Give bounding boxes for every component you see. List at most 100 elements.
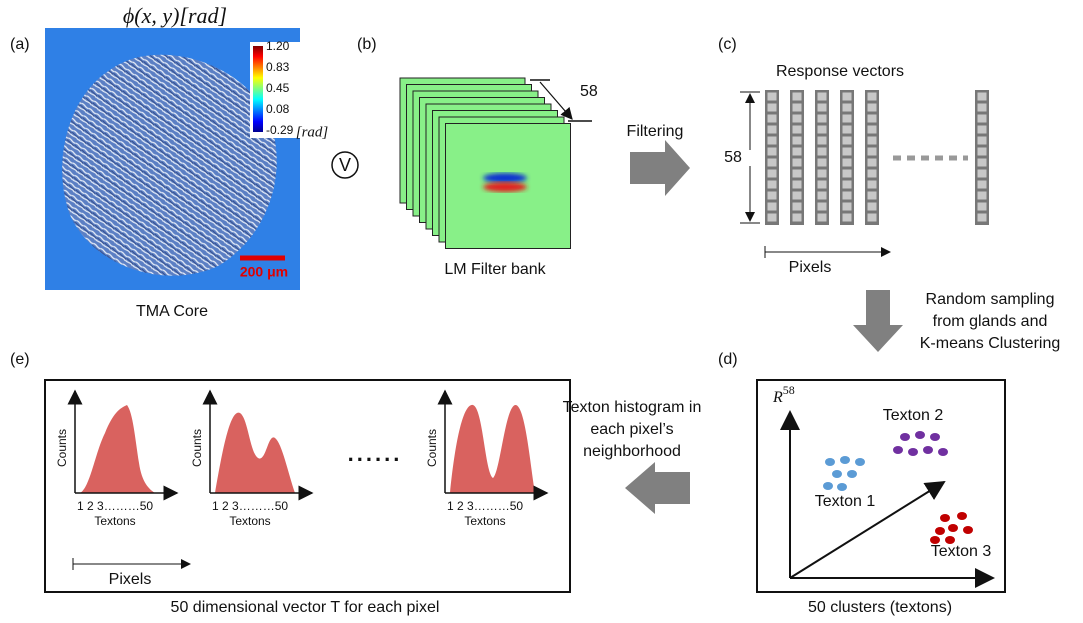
- vector-cell: [868, 170, 877, 178]
- x-ticks: 1 2 3………50: [212, 499, 288, 513]
- vector-cell: [978, 93, 987, 101]
- vector-cell: [768, 126, 777, 134]
- cluster-point: [963, 526, 973, 534]
- vector-cell: [868, 126, 877, 134]
- vector-cell: [793, 137, 802, 145]
- colorbar-tick: 0.08: [266, 102, 290, 116]
- vector-cell: [868, 93, 877, 101]
- step-label: K-means Clustering: [920, 335, 1061, 352]
- colorbar-tick: 0.45: [266, 81, 290, 95]
- x-ticks: 1 2 3………50: [447, 499, 523, 513]
- cluster-point: [855, 458, 865, 466]
- vector-cell: [868, 104, 877, 112]
- vector-cell: [818, 137, 827, 145]
- tissue-core: [62, 55, 277, 276]
- vector-cell: [768, 203, 777, 211]
- depth-label: 58: [580, 83, 598, 100]
- figure: (a) ϕ(x, y)[rad] 1.200.830.450.08-0.29 […: [0, 0, 1083, 623]
- filter-lobe: [483, 173, 527, 183]
- operator: V: [339, 155, 351, 175]
- vector-cell: [818, 115, 827, 123]
- x-label: Textons: [229, 514, 270, 528]
- vector-cell: [868, 137, 877, 145]
- vector-cell: [978, 137, 987, 145]
- cluster-point: [840, 456, 850, 464]
- caption: TMA Core: [136, 303, 208, 320]
- vector-cell: [843, 159, 852, 167]
- y-label: Counts: [425, 429, 439, 467]
- cluster-label: Texton 3: [931, 543, 992, 560]
- step-label: Filtering: [627, 123, 684, 140]
- vector-cell: [978, 203, 987, 211]
- vector-cell: [843, 93, 852, 101]
- vector-cell: [868, 214, 877, 222]
- step-label: Random sampling: [926, 291, 1055, 308]
- vector-cell: [978, 192, 987, 200]
- vector-cell: [868, 148, 877, 156]
- panel-label: (d): [718, 351, 738, 368]
- x-ticks: 1 2 3………50: [77, 499, 153, 513]
- scale-label: 200 μm: [240, 264, 288, 280]
- vector-cell: [978, 170, 987, 178]
- x-label: Textons: [464, 514, 505, 528]
- vector-cell: [768, 115, 777, 123]
- axis-label: Pixels: [109, 571, 152, 588]
- vector-cell: [818, 148, 827, 156]
- vector-cell: [868, 159, 877, 167]
- vector-cell: [793, 104, 802, 112]
- vector-cell: [843, 137, 852, 145]
- vector-cell: [793, 93, 802, 101]
- vector-cell: [843, 170, 852, 178]
- vector-cell: [768, 192, 777, 200]
- histogram-shape: [215, 413, 295, 493]
- vector-cell: [818, 104, 827, 112]
- vector-cell: [818, 159, 827, 167]
- vector-cell: [843, 214, 852, 222]
- cluster-point: [957, 512, 967, 520]
- step-label: from glands and: [933, 313, 1048, 330]
- vector-cell: [793, 214, 802, 222]
- cluster-point: [832, 470, 842, 478]
- vector-cell: [793, 159, 802, 167]
- vector-cell: [793, 115, 802, 123]
- vector-cell: [843, 148, 852, 156]
- caption: 50 dimensional vector T for each pixel: [171, 599, 440, 616]
- vector-cell: [843, 104, 852, 112]
- length-label: 58: [724, 149, 742, 166]
- cluster-point: [847, 470, 857, 478]
- vector-cell: [843, 115, 852, 123]
- space-base: R: [772, 389, 783, 406]
- panel-label: (e): [10, 351, 30, 368]
- vector-cell: [793, 181, 802, 189]
- cluster-point: [948, 524, 958, 532]
- vector-cell: [978, 181, 987, 189]
- filter-lobe: [483, 182, 527, 192]
- colorbar-tick: 0.83: [266, 60, 290, 74]
- vector-cell: [793, 148, 802, 156]
- cluster-point: [908, 448, 918, 456]
- vector-cell: [768, 104, 777, 112]
- y-label: Counts: [55, 429, 69, 467]
- cluster-label: Texton 2: [883, 407, 944, 424]
- vector-cell: [978, 214, 987, 222]
- vector-cell: [793, 126, 802, 134]
- step-label: each pixel’s: [590, 421, 673, 438]
- vector-cell: [818, 170, 827, 178]
- colorbar-tick: -0.29: [266, 123, 294, 137]
- histogram-shape: [80, 405, 155, 493]
- vector-cell: [843, 203, 852, 211]
- vector-cell: [768, 148, 777, 156]
- vector-cell: [978, 115, 987, 123]
- space-label: R58: [772, 383, 795, 406]
- vector-cell: [818, 203, 827, 211]
- y-label: Counts: [190, 429, 204, 467]
- axis-label: Pixels: [789, 259, 832, 276]
- space-exponent: 58: [783, 383, 795, 397]
- vector-cell: [868, 115, 877, 123]
- ellipsis: ......: [348, 441, 403, 466]
- panel-label: (a): [10, 36, 30, 53]
- phase-title: ϕ(x, y)[rad]: [123, 3, 227, 28]
- step-label: neighborhood: [583, 443, 681, 460]
- cluster-point: [837, 483, 847, 491]
- block-arrow: [625, 462, 690, 514]
